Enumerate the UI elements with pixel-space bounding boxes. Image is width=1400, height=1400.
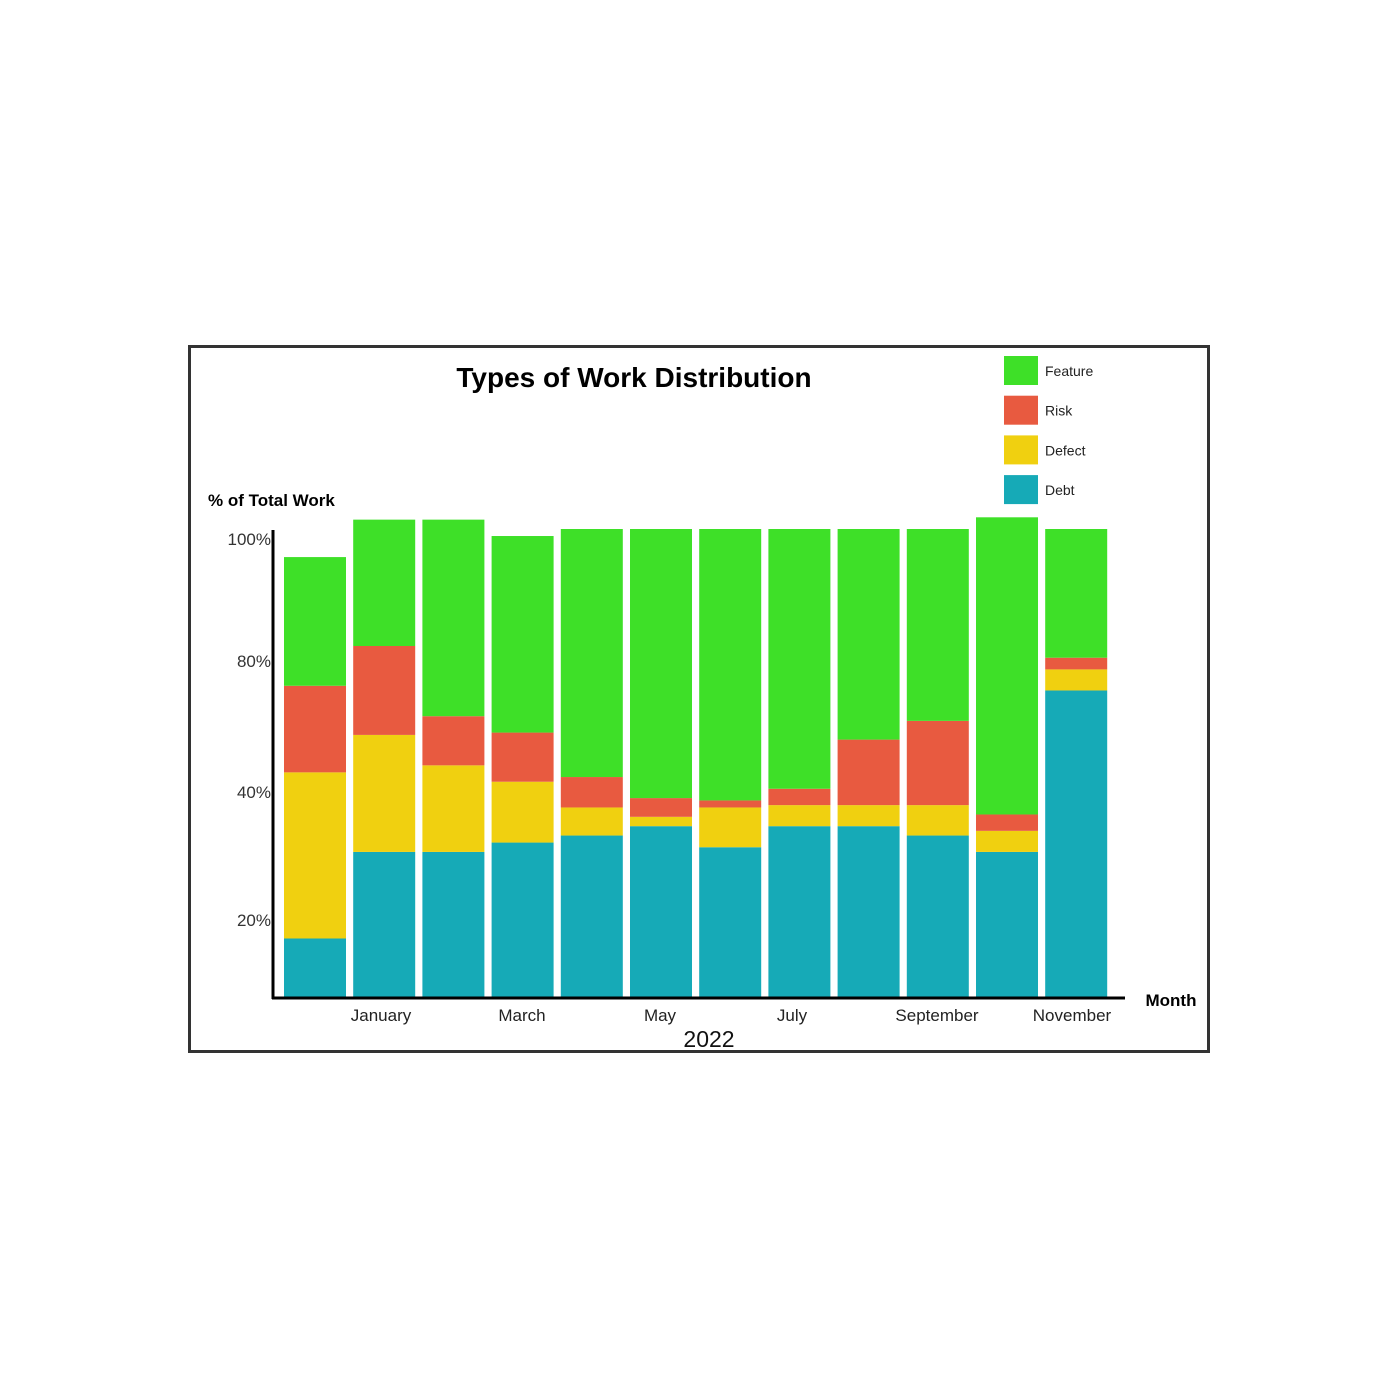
x-tick-label-september: September [895,1006,978,1025]
x-ticks-group: January March May July September November [351,1006,1112,1025]
bar-defect-9 [837,805,900,827]
bar-defect-1 [284,772,346,939]
bar-debt-4 [491,842,554,997]
bar-risk-5 [560,777,623,808]
bar-debt-6 [630,826,692,997]
y-tick-label-80: 80% [237,652,271,671]
legend-swatch-feature [1004,356,1038,385]
chart-svg: Types of Work Distribution % of Total Wo… [208,356,1197,1050]
chart-frame: Types of Work Distribution % of Total Wo… [188,345,1210,1053]
bar-risk-2 [353,646,416,735]
bar-risk-10 [906,720,969,806]
legend-swatch-debt [1004,475,1038,505]
legend: Feature Risk Defect Debt [1004,356,1093,505]
bar-feature-11 [976,517,1038,815]
bar-feature-8 [768,529,831,789]
bar-debt-3 [422,851,485,997]
bar-feature-9 [837,529,900,740]
legend-label-debt: Debt [1045,482,1075,498]
y-tick-label-20: 20% [237,911,271,930]
legend-swatch-defect [1004,435,1038,465]
x-tick-label-may: May [644,1006,677,1025]
legend-label-feature: Feature [1045,363,1093,379]
legend-label-risk: Risk [1045,403,1073,419]
x-tick-label-january: January [351,1006,412,1025]
bar-feature-10 [906,529,969,721]
bar-defect-8 [768,805,831,827]
legend-swatch-risk [1004,395,1038,425]
x-axis-year-label: 2022 [683,1026,734,1050]
chart-title: Types of Work Distribution [456,362,811,393]
bar-debt-1 [284,938,346,997]
bar-feature-5 [560,529,623,778]
bar-defect-5 [560,807,623,836]
bar-risk-3 [422,716,485,766]
bar-debt-10 [906,835,969,997]
bar-feature-7 [699,529,762,801]
x-tick-label-november: November [1033,1006,1112,1025]
bar-debt-12 [1045,690,1108,997]
bars-group [284,517,1108,997]
bar-risk-7 [699,800,762,808]
bar-defect-2 [353,734,416,852]
bar-defect-10 [906,805,969,836]
x-tick-label-march: March [498,1006,545,1025]
bar-defect-7 [699,807,762,848]
bar-feature-6 [630,529,692,799]
x-tick-label-july: July [777,1006,808,1025]
bar-defect-11 [976,830,1038,852]
bar-feature-2 [353,519,416,646]
x-axis-label: Month [1146,991,1197,1010]
y-tick-label-40: 40% [237,783,271,802]
y-ticks-group: 100% 80% 40% 20% [228,530,271,930]
y-tick-label-100: 100% [228,530,271,549]
bar-debt-8 [768,826,831,997]
bar-defect-6 [630,816,692,827]
bar-debt-11 [976,851,1038,997]
bar-risk-1 [284,685,346,773]
bar-feature-1 [284,557,346,686]
bar-risk-8 [768,788,831,806]
bar-defect-3 [422,765,485,852]
legend-label-defect: Defect [1045,442,1086,458]
bar-debt-5 [560,835,623,997]
bar-feature-3 [422,519,485,717]
bar-feature-12 [1045,529,1108,658]
bar-risk-4 [491,732,554,782]
bar-risk-6 [630,798,692,817]
bar-defect-4 [491,781,554,843]
bar-risk-11 [976,814,1038,831]
bar-risk-12 [1045,657,1108,670]
bar-feature-4 [491,536,554,733]
bar-risk-9 [837,739,900,806]
bar-debt-7 [699,847,762,997]
bar-defect-12 [1045,669,1108,691]
bar-debt-2 [353,851,416,997]
y-axis-label: % of Total Work [208,491,335,510]
bar-debt-9 [837,826,900,997]
